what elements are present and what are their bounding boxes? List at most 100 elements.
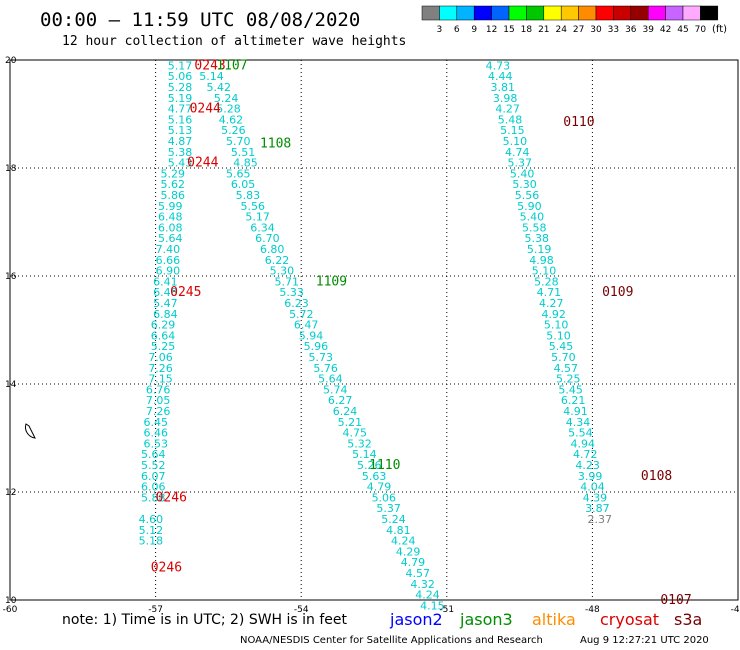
pass-time-label: 0110: [563, 115, 594, 130]
wave-height-value: 5.63: [362, 470, 387, 483]
color-scale-swatch: [560, 5, 579, 21]
wave-height-value: 5.10: [503, 135, 528, 148]
wave-height-value: 4.85: [233, 157, 258, 170]
wave-height-value: 5.37: [376, 502, 401, 515]
wave-height-value: 3.99: [578, 470, 603, 483]
wave-height-value: 5.64: [141, 448, 166, 461]
color-scale-labels: 3 6 9 12 15 18 21 24 27 30 33 36 39 42 45 70: [437, 25, 707, 35]
wave-height-value: 5.16: [168, 113, 193, 126]
wave-height-value: 5.99: [158, 200, 183, 213]
pass-time-label: 0107: [660, 593, 691, 608]
wave-height-value: 6.06: [141, 481, 166, 494]
pass-time-label: 0244: [190, 102, 221, 117]
wave-height-value: 5.64: [318, 373, 343, 386]
wave-height-value: 4.34: [566, 416, 591, 429]
y-tick-label: 16: [5, 272, 17, 282]
wave-height-value: 5.51: [231, 146, 256, 159]
wave-height-value: 5.19: [527, 243, 552, 256]
wave-height-value: 6.47: [294, 319, 319, 332]
y-tick-label: 14: [5, 380, 17, 390]
color-scale-swatch: [473, 5, 492, 21]
wave-height-value: 6.80: [260, 243, 285, 256]
pass-time-label: 1108: [260, 137, 291, 152]
wave-height-value: 4.77: [168, 103, 193, 116]
wave-height-value: 5.54: [568, 427, 593, 440]
wave-height-value: 5.19: [168, 92, 193, 105]
color-scale-swatch: [543, 5, 562, 21]
color-scale-label: 3: [437, 25, 443, 35]
wave-height-value: 5.37: [507, 157, 532, 170]
chart-subtitle: 12 hour collection of altimeter wave hei…: [62, 34, 406, 49]
wave-height-value: 5.83: [236, 189, 261, 202]
wave-height-value: 4.24: [391, 535, 416, 548]
wave-height-value: 5.70: [551, 351, 576, 364]
wave-height-value: 6.45: [143, 416, 168, 429]
wave-height-value: 5.14: [199, 70, 224, 83]
color-scale-label: 9: [471, 25, 477, 35]
wave-height-value: 6.24: [333, 405, 358, 418]
wave-height-value: 6.76: [146, 383, 171, 396]
color-scale-swatch: [491, 5, 510, 21]
wave-height-value: 5.32: [347, 437, 372, 450]
wave-height-value: 5.40: [520, 211, 545, 224]
x-tick-label: -51: [439, 605, 454, 615]
wave-height-value: 6.41: [153, 275, 178, 288]
wave-height-value: 4.91: [563, 405, 588, 418]
wave-height-value: 5.28: [534, 275, 559, 288]
wave-height-value: 5.74: [323, 383, 348, 396]
pass-time-label: 1109: [316, 274, 347, 289]
wave-height-value: 7.26: [146, 405, 171, 418]
color-scale-label: 39: [642, 25, 654, 35]
color-scale-label: 70: [695, 25, 707, 35]
wave-height-value: 5.94: [299, 329, 324, 342]
wave-height-value: 4.94: [571, 437, 596, 450]
wave-height-value: 4.98: [529, 254, 554, 267]
x-tick-label: -60: [3, 605, 18, 615]
wave-height-value: 5.33: [279, 286, 304, 299]
wave-height-value: 5.10: [546, 329, 571, 342]
y-axis-tick-labels: 10 12 14 16 18 20: [5, 56, 17, 606]
wave-height-value: 5.13: [168, 124, 193, 137]
wave-height-value: 5.26: [221, 124, 246, 137]
wave-height-value: 5.10: [532, 265, 557, 278]
wave-height-value: 6.64: [151, 329, 176, 342]
footer-timestamp: Aug 9 12:27:21 UTC 2020: [580, 635, 709, 646]
wave-height-value: 5.73: [308, 351, 333, 364]
color-scale-swatch: [595, 5, 614, 21]
wave-height-value: 5.28: [168, 81, 193, 94]
wave-height-value: 4.79: [367, 481, 392, 494]
wave-height-value: 5.25: [151, 340, 176, 353]
wave-height-value: 6.46: [143, 427, 168, 440]
wave-height-value: 4.57: [406, 567, 431, 580]
color-scale-swatch: [700, 5, 719, 21]
wave-height-value: 6.07: [141, 470, 166, 483]
wave-height-value: 5.06: [168, 70, 193, 83]
pass-time-label: 0244: [187, 156, 218, 171]
color-scale-label: 15: [503, 25, 514, 35]
wave-height-value: 4.92: [541, 308, 566, 321]
color-scale-label: 6: [454, 25, 460, 35]
wave-height-value: 7.40: [156, 243, 181, 256]
wave-height-value: 5.28: [216, 103, 241, 116]
wave-height-value: 5.90: [517, 200, 542, 213]
y-tick-label: 12: [5, 488, 16, 498]
y-tick-label: 20: [5, 56, 17, 66]
mission-legend-entry: altika: [532, 610, 576, 629]
color-scale-swatch: [665, 5, 684, 21]
wave-height-value: 4.32: [410, 578, 435, 591]
wave-height-value: 4.27: [539, 297, 564, 310]
wave-height-value: 5.58: [522, 221, 547, 234]
wave-height-value: 6.34: [250, 221, 274, 234]
wave-height-value: 4.24: [415, 589, 440, 602]
mission-legend-entry: s3a: [674, 610, 702, 629]
color-scale-swatch: [578, 5, 597, 21]
wave-height-value: 4.04: [580, 481, 605, 494]
mission-legend-entry: cryosat: [600, 610, 659, 629]
wave-height-value: 5.56: [515, 189, 540, 202]
wave-height-value: 4.29: [396, 545, 421, 558]
x-tick-label: -45: [731, 605, 740, 615]
wave-height-value: 4.79: [401, 556, 426, 569]
wave-height-value: 5.25: [556, 373, 581, 386]
wave-height-value: 6.48: [153, 286, 178, 299]
wave-height-value: 7.06: [148, 351, 173, 364]
